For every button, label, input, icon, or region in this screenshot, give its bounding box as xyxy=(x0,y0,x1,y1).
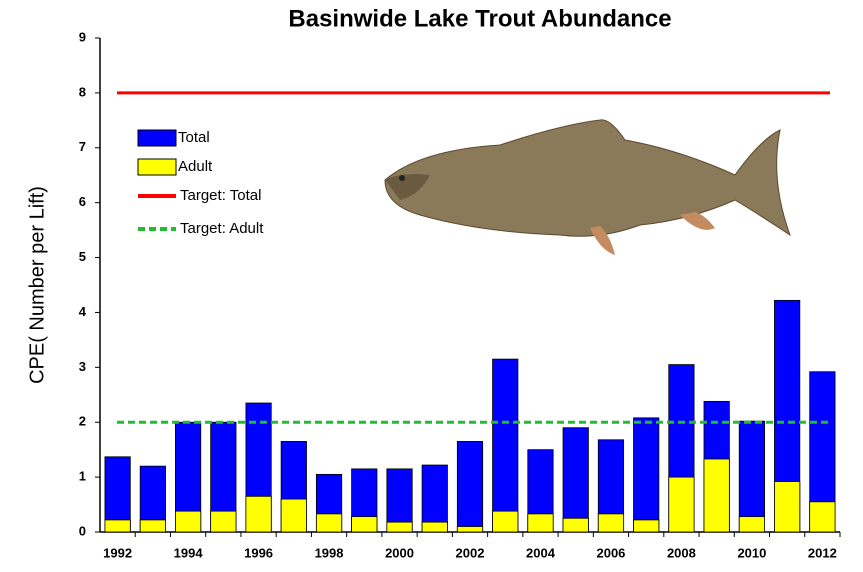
bar xyxy=(597,513,625,533)
legend-label: Target: Total xyxy=(180,187,261,204)
bar xyxy=(386,521,413,533)
y-tick-label: 0 xyxy=(79,523,86,538)
x-tick-label: 1992 xyxy=(103,545,132,560)
bar xyxy=(492,358,519,533)
bar xyxy=(633,417,660,533)
chart-title: Basinwide Lake Trout Abundance xyxy=(288,5,671,32)
x-tick-label: 1994 xyxy=(174,545,204,560)
bar xyxy=(421,464,448,533)
y-tick-label: 5 xyxy=(79,249,86,264)
bar xyxy=(492,510,519,533)
bar xyxy=(562,517,589,533)
bar xyxy=(738,420,765,533)
x-tick-label: 2002 xyxy=(456,545,485,560)
bar xyxy=(351,516,378,533)
bar xyxy=(104,519,131,533)
legend-swatch xyxy=(137,129,177,147)
bar xyxy=(104,456,131,533)
y-tick-label: 7 xyxy=(79,139,86,154)
legend-label: Total xyxy=(178,129,210,146)
bar xyxy=(633,519,660,533)
y-tick-label: 3 xyxy=(79,359,86,374)
legend-swatch xyxy=(137,158,177,176)
bar xyxy=(139,519,166,533)
x-tick-label: 1996 xyxy=(244,545,273,560)
bar xyxy=(456,526,484,533)
bar xyxy=(210,510,237,533)
fish-illustration xyxy=(384,119,791,255)
x-tick-label: 2008 xyxy=(667,545,696,560)
x-tick-label: 2000 xyxy=(385,545,414,560)
bar xyxy=(527,513,554,533)
x-tick-label: 2004 xyxy=(526,545,556,560)
y-tick-label: 2 xyxy=(79,414,86,429)
bar xyxy=(774,481,801,533)
bar xyxy=(456,441,484,533)
y-tick-label: 8 xyxy=(79,84,86,99)
bar xyxy=(421,521,448,533)
y-tick-label: 9 xyxy=(79,29,86,44)
bar xyxy=(245,495,272,533)
bar xyxy=(175,510,202,533)
x-tick-label: 2006 xyxy=(596,545,625,560)
legend-label: Target: Adult xyxy=(180,220,264,237)
bar xyxy=(562,427,589,533)
x-tick-label: 2012 xyxy=(808,545,837,560)
bar xyxy=(738,516,765,533)
legend-label: Adult xyxy=(178,158,213,175)
x-tick-label: 1998 xyxy=(315,545,344,560)
y-axis-label: CPE( Number per Lift) xyxy=(26,186,48,384)
bar xyxy=(703,458,730,533)
y-tick-label: 6 xyxy=(79,194,86,209)
y-tick-label: 1 xyxy=(79,469,86,484)
bar xyxy=(386,468,413,533)
bar xyxy=(315,513,343,533)
y-tick-label: 4 xyxy=(79,304,87,319)
bar xyxy=(809,501,836,533)
bar xyxy=(668,476,695,533)
x-tick-label: 2010 xyxy=(737,545,766,560)
bar xyxy=(280,498,307,533)
